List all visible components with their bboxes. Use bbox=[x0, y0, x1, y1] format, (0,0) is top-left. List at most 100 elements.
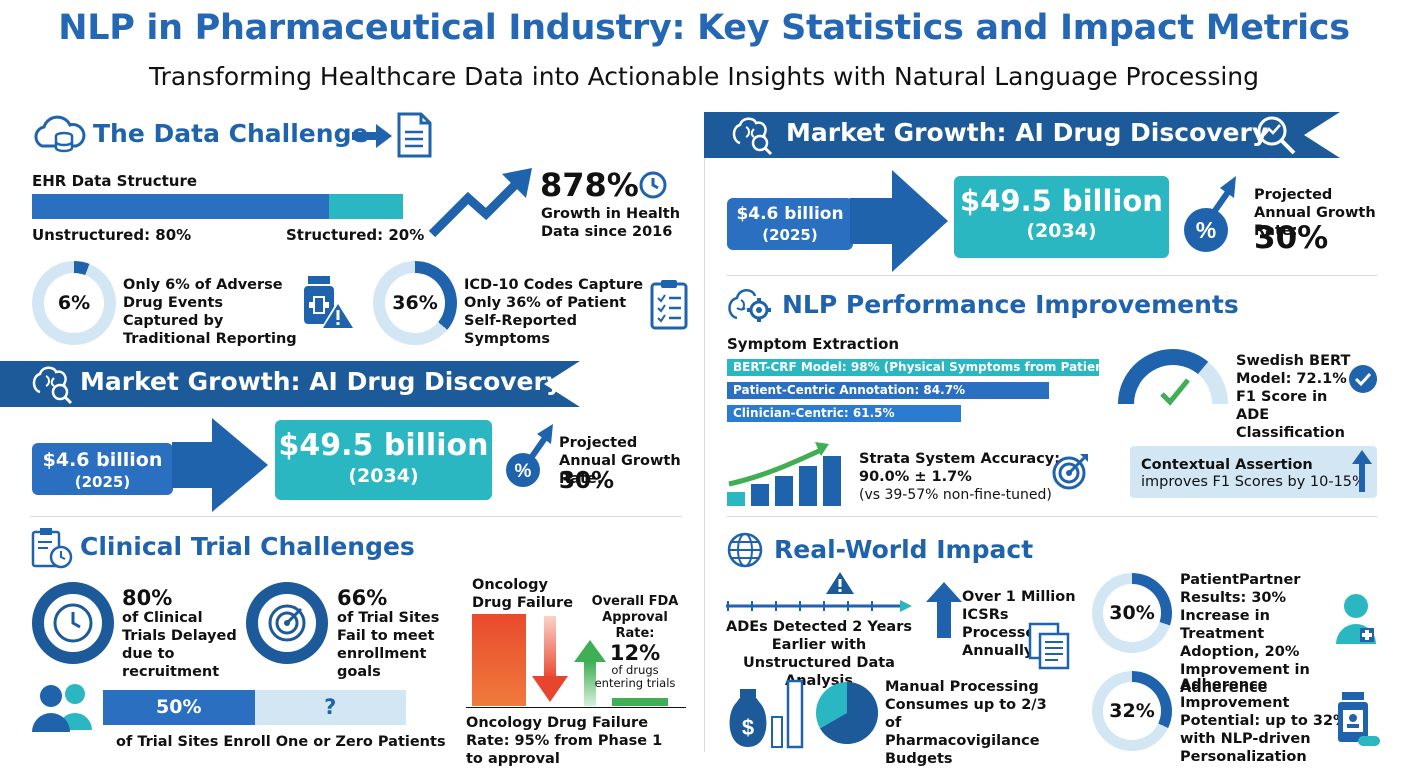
target-ring-icon bbox=[245, 581, 329, 665]
fda-approval-bar bbox=[612, 698, 668, 706]
svg-text:%: % bbox=[1196, 217, 1216, 243]
market-right-to-year: (2034) bbox=[1026, 220, 1097, 242]
icd-ring: 36% bbox=[373, 261, 457, 345]
market-right-from-box: $4.6 billion (2025) bbox=[727, 198, 853, 250]
document-icon bbox=[396, 112, 432, 158]
strata-value: 90.0% ± 1.7% bbox=[859, 469, 972, 485]
enroll-bar: 50% ? bbox=[103, 690, 406, 725]
ades-text: ADEs Detected 2 Years Earlier with Unstr… bbox=[726, 619, 912, 689]
svg-text:$: $ bbox=[742, 715, 754, 740]
market-right-from-value: $4.6 billion bbox=[736, 204, 844, 224]
market-left-to-value: $49.5 billion bbox=[278, 428, 489, 463]
data-challenge-heading: The Data Challenge bbox=[93, 119, 369, 148]
onc-baseline bbox=[466, 707, 686, 708]
ade-ring: 6% bbox=[32, 261, 116, 345]
check-circle-icon bbox=[1348, 364, 1378, 394]
target-icon bbox=[1052, 452, 1090, 490]
market-left-to-box: $49.5 billion (2034) bbox=[275, 420, 492, 500]
clock-icon bbox=[638, 170, 668, 200]
ehr-bar bbox=[32, 194, 403, 219]
onc-failure-bar bbox=[472, 614, 526, 706]
divider-left bbox=[30, 516, 682, 517]
market-banner-right bbox=[704, 112, 1340, 158]
fda-value: 12% bbox=[609, 641, 661, 665]
adh-value: 32% bbox=[1103, 682, 1161, 740]
growth-text: Growth in Health Data since 2016 bbox=[541, 206, 681, 240]
market-left-rate-label: Projected Annual Growth Rate: bbox=[559, 435, 681, 487]
symptom-label: Symptom Extraction bbox=[727, 335, 900, 353]
icsr-text: Over 1 Million ICSRs Processed Annually bbox=[962, 589, 1076, 659]
money-bag-chart-icon: $ bbox=[726, 677, 810, 749]
down-arrow-icon bbox=[530, 616, 570, 704]
market-left-from-box: $4.6 billion (2025) bbox=[32, 443, 173, 495]
unstructured-label: Unstructured: 80% bbox=[32, 226, 192, 244]
bar-growth-icon bbox=[725, 438, 849, 508]
swedish-text: Swedish BERT Model: 72.1% F1 Score in AD… bbox=[1236, 353, 1351, 441]
impact-heading: Real-World Impact bbox=[774, 535, 1034, 564]
delayed-value: 80% bbox=[122, 586, 173, 610]
globe-icon bbox=[725, 530, 765, 570]
strata-title: Strata System Accuracy: bbox=[859, 451, 1061, 467]
adherence-ring: 32% bbox=[1092, 671, 1172, 751]
page-subtitle: Transforming Healthcare Data into Action… bbox=[148, 62, 1260, 91]
clipboard-checklist-icon bbox=[650, 278, 688, 330]
svg-text:%: % bbox=[515, 461, 532, 482]
cloud-database-icon bbox=[30, 112, 86, 156]
ehr-label: EHR Data Structure bbox=[32, 172, 198, 190]
market-left-to-year: (2034) bbox=[348, 465, 419, 487]
ehr-unstructured-fill bbox=[32, 194, 329, 219]
brain-search-icon bbox=[30, 362, 74, 406]
contextual-box bbox=[1130, 446, 1377, 498]
market-banner-left bbox=[0, 361, 580, 407]
big-arrow-left bbox=[172, 418, 268, 514]
market-left-from-year: (2025) bbox=[74, 473, 131, 491]
contextual-title: Contextual Assertion bbox=[1141, 457, 1313, 473]
fda-note: of drugs entering trials bbox=[594, 663, 676, 690]
adh-text: Adherence Improvement Potential: up to 3… bbox=[1180, 677, 1348, 765]
market-right-rate-value: 30% bbox=[1254, 220, 1329, 256]
delayed-text: of Clinical Trials Delayed due to recrui… bbox=[122, 610, 237, 680]
manual-text: Manual Processing Consumes up to 2/3 of … bbox=[885, 679, 1047, 767]
brain-gear-icon bbox=[725, 284, 773, 328]
up-arrow-icon-blue bbox=[1352, 450, 1372, 492]
documents-icon bbox=[1028, 622, 1072, 670]
enroll-value: 50% bbox=[156, 696, 202, 718]
market-left-from-value: $4.6 billion bbox=[42, 449, 163, 471]
market-left-rate-value: 30% bbox=[559, 468, 615, 494]
icd-text: ICD-10 Codes Capture Only 36% of Patient… bbox=[464, 277, 644, 347]
pp-value: 30% bbox=[1103, 584, 1161, 642]
column-divider bbox=[704, 112, 705, 752]
icd-value: 36% bbox=[385, 273, 445, 333]
ade-value: 6% bbox=[44, 273, 104, 333]
page-title: NLP in Pharmaceutical Industry: Key Stat… bbox=[58, 8, 1350, 48]
market-right-rate-label: Projected Annual Growth Rate: bbox=[1254, 187, 1376, 239]
growth-value: 878% bbox=[540, 166, 639, 204]
swedish-gauge bbox=[1118, 346, 1228, 408]
market-right-from-year: (2025) bbox=[762, 226, 818, 244]
timeline-warning-icon bbox=[726, 572, 912, 612]
symptom-bar: BERT-CRF Model: 98% (Physical Symptoms f… bbox=[727, 359, 1156, 376]
market-right-to-value: $49.5 billion bbox=[960, 184, 1163, 218]
clipboard-clock-icon bbox=[30, 526, 74, 570]
symptom-bar: Patient-Centric Annotation: 84.7% bbox=[727, 382, 1049, 399]
divider-right-1 bbox=[727, 275, 1377, 276]
people-icon bbox=[30, 682, 96, 732]
fda-label: Overall FDA Approval Rate: bbox=[591, 594, 679, 641]
clock-ring-icon bbox=[31, 581, 115, 665]
arrow-right-icon bbox=[352, 124, 392, 148]
big-arrow-right bbox=[850, 170, 948, 272]
magnifier-chart-icon bbox=[1254, 113, 1298, 157]
symptom-bar: Clinician-Centric: 61.5% bbox=[727, 405, 961, 422]
manual-pie bbox=[814, 680, 880, 746]
ade-text: Only 6% of Adverse Drug Events Captured … bbox=[123, 277, 297, 347]
sites-text: of Trial Sites Fail to meet enrollment g… bbox=[337, 610, 440, 680]
enroll-text: of Trial Sites Enroll One or Zero Patien… bbox=[116, 734, 446, 750]
enroll-unknown: ? bbox=[324, 695, 337, 719]
market-right-to-box: $49.5 billion (2034) bbox=[954, 176, 1169, 258]
clinical-heading: Clinical Trial Challenges bbox=[80, 532, 415, 561]
market-heading-right: Market Growth: AI Drug Discovery bbox=[786, 118, 1269, 147]
pp-text: PatientPartner Results: 30% Increase in … bbox=[1180, 572, 1310, 696]
percent-growth-icon-left: % bbox=[505, 424, 555, 492]
contextual-text: improves F1 Scores by 10-15% bbox=[1141, 474, 1366, 490]
percent-growth-icon-right: % bbox=[1182, 176, 1238, 258]
